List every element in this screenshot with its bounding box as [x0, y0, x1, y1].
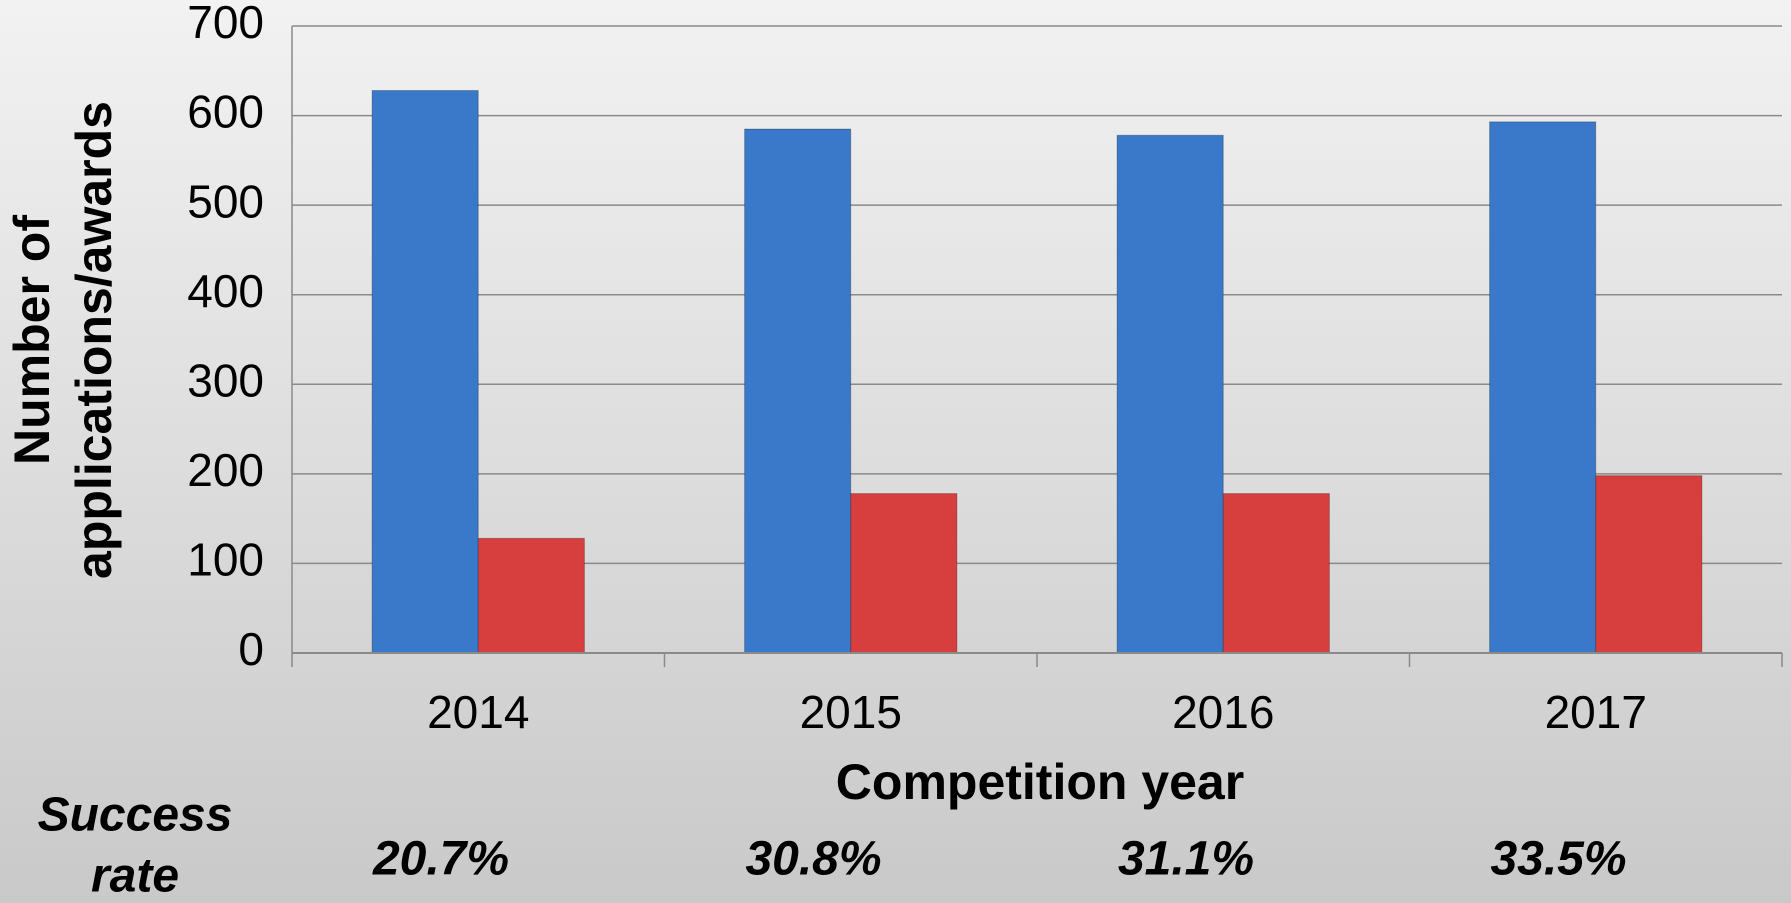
y-axis-title: Number of — [4, 215, 60, 465]
success-rate-label: Success — [38, 789, 233, 842]
y-tick-label: 700 — [187, 0, 264, 48]
y-tick-label: 300 — [187, 354, 264, 406]
bar — [1489, 121, 1597, 654]
y-tick-label: 600 — [187, 86, 264, 138]
success-rate-value: 31.1% — [1118, 833, 1254, 886]
x-tick-label: 2014 — [427, 686, 529, 738]
x-axis-title: Competition year — [836, 754, 1244, 810]
x-tick-label: 2016 — [1172, 686, 1274, 738]
y-tick-label: 400 — [187, 265, 264, 317]
x-tick-label: 2015 — [800, 686, 902, 738]
success-rate-value: 20.7% — [372, 833, 509, 886]
bar — [744, 128, 852, 654]
y-tick-label: 100 — [187, 534, 264, 586]
y-tick-label: 0 — [238, 623, 264, 675]
bar — [1116, 134, 1224, 654]
y-tick-label: 200 — [187, 444, 264, 496]
bar — [1222, 493, 1330, 654]
bar — [850, 493, 958, 654]
success-rate-value: 33.5% — [1490, 833, 1626, 886]
bar — [477, 537, 585, 654]
bar — [371, 89, 479, 654]
y-axis-title: applications/awards — [66, 101, 122, 579]
y-tick-label: 500 — [187, 175, 264, 227]
bar — [1595, 475, 1703, 654]
x-tick-label: 2017 — [1545, 686, 1647, 738]
success-rate-value: 30.8% — [745, 833, 881, 886]
success-rate-label: rate — [91, 850, 179, 903]
